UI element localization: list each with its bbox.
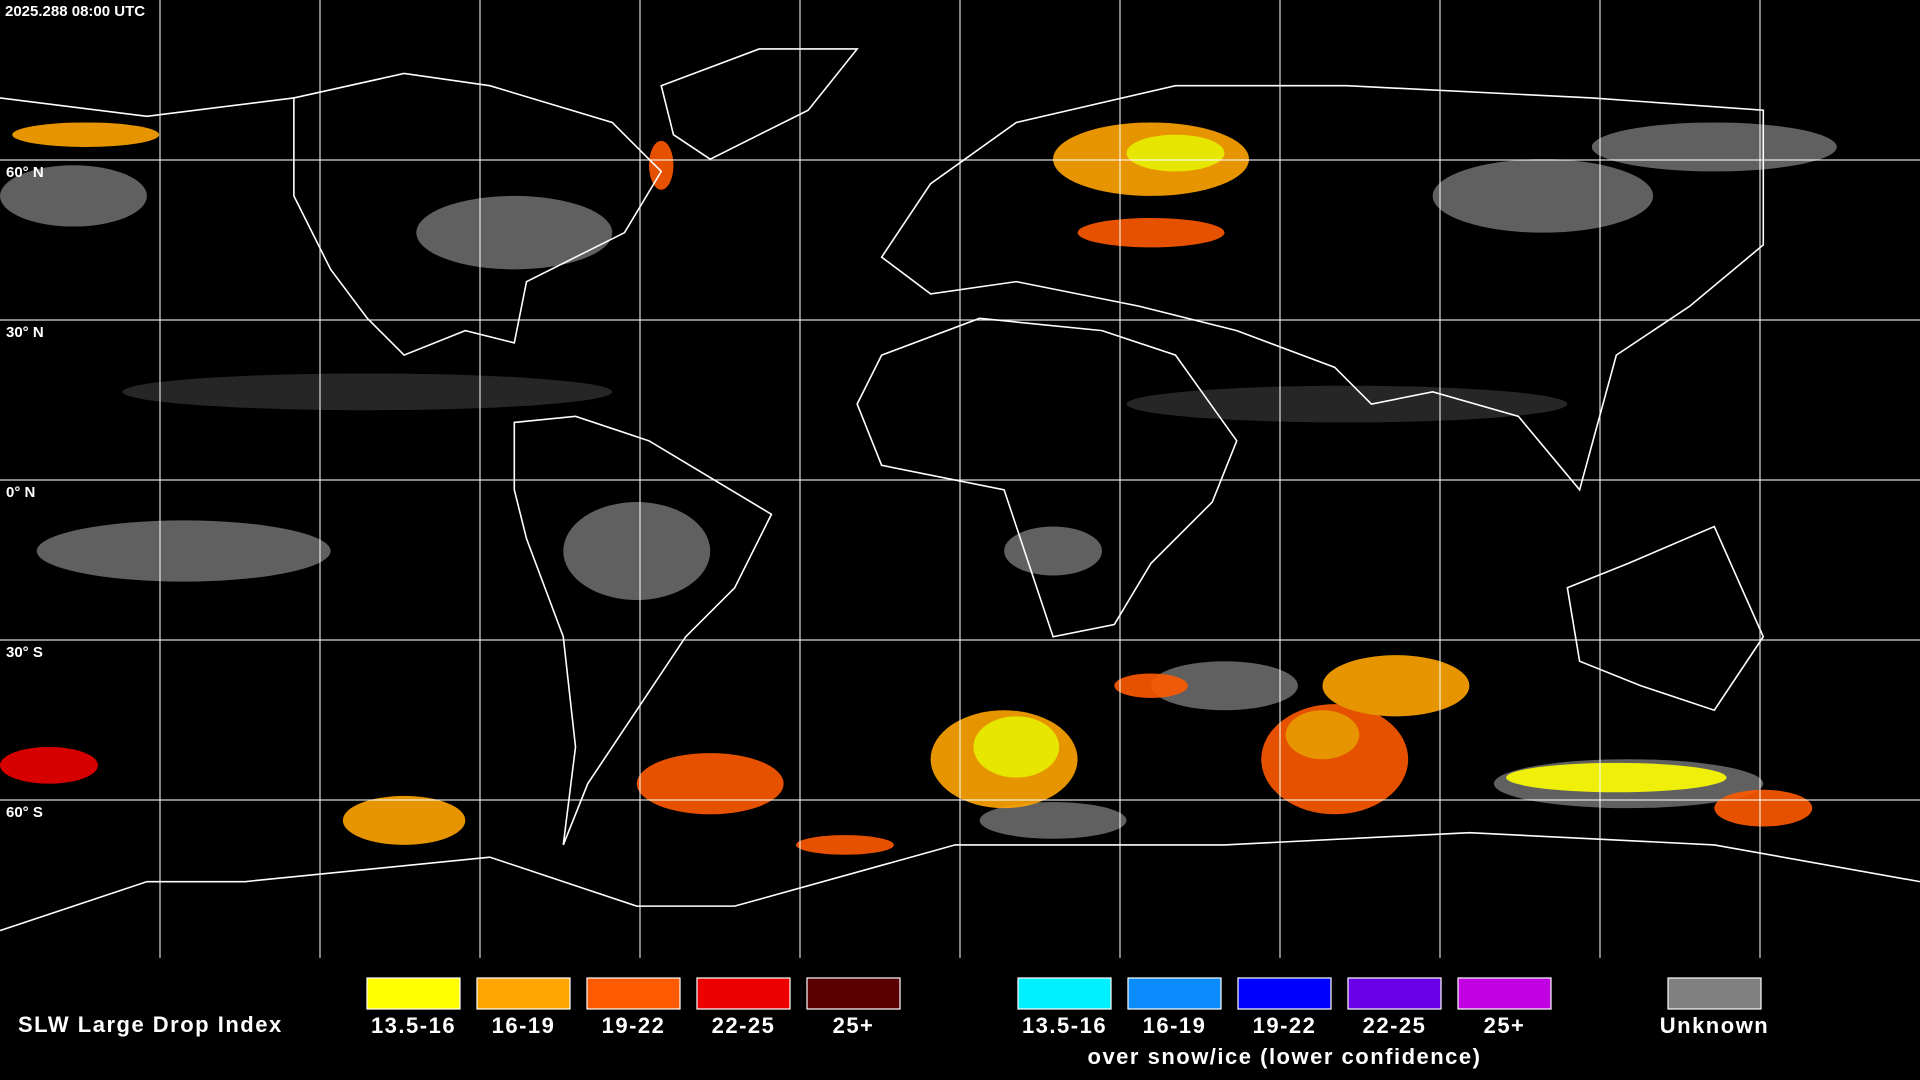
legend-title: SLW Large Drop Index	[18, 1012, 283, 1037]
legend-label: 13.5-16	[1022, 1013, 1107, 1038]
legend-label: 25+	[1484, 1013, 1526, 1038]
legend-swatch	[806, 977, 901, 1010]
legend-swatch	[1347, 977, 1442, 1010]
legend-swatch	[696, 977, 791, 1010]
legend-swatch	[476, 977, 571, 1010]
coastlines	[0, 49, 1920, 931]
legend-bar	[0, 958, 1920, 1080]
legend-swatch	[1667, 977, 1762, 1010]
latitude-label: 60° N	[6, 164, 44, 181]
latitude-label: 0° N	[6, 484, 35, 501]
timestamp: 2025.288 08:00 UTC	[5, 3, 145, 20]
cloud-field	[0, 122, 1837, 855]
legend-swatch	[1017, 977, 1112, 1010]
legend-label: 13.5-16	[371, 1013, 456, 1038]
legend-swatch	[586, 977, 681, 1010]
legend-label: 16-19	[492, 1013, 556, 1038]
legend-swatch	[1127, 977, 1222, 1010]
latitude-labels: 60° N 30° N 0° N 30° S 60° S	[6, 164, 44, 821]
legend-swatch	[1457, 977, 1552, 1010]
legend-label: 16-19	[1143, 1013, 1207, 1038]
legend-label: 25+	[833, 1013, 875, 1038]
latitude-label: 30° N	[6, 324, 44, 341]
legend-caption: over snow/ice (lower confidence)	[1088, 1044, 1482, 1069]
legend-label: 19-22	[1253, 1013, 1317, 1038]
legend-label: Unknown	[1660, 1013, 1770, 1038]
latitude-label: 30° S	[6, 644, 43, 661]
legend-label: 22-25	[1363, 1013, 1427, 1038]
legend-label: 22-25	[712, 1013, 776, 1038]
legend: 13.5-16 16-19 19-22 22-25 25+ 13.5-16 16-19 19-…	[366, 977, 1770, 1069]
graticule	[0, 0, 1920, 958]
legend-swatch	[366, 977, 461, 1010]
latitude-label: 60° S	[6, 804, 43, 821]
legend-swatch	[1237, 977, 1332, 1010]
legend-label: 19-22	[602, 1013, 666, 1038]
